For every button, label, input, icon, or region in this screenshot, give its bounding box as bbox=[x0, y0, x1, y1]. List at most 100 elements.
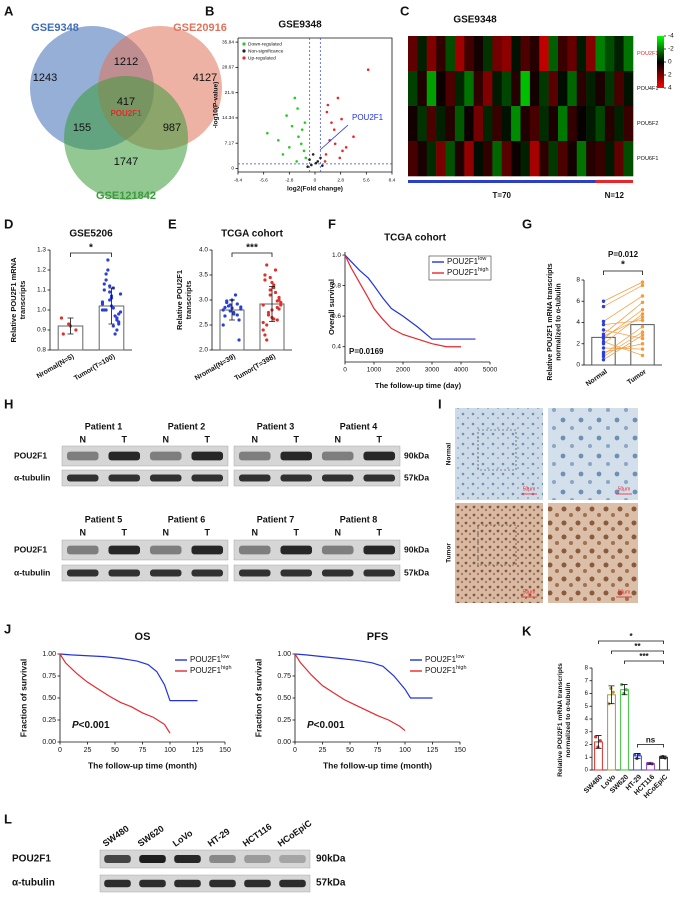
heatmap-cell bbox=[454, 141, 465, 177]
heatmap-cell bbox=[445, 106, 456, 142]
legend-label: POU2F1low bbox=[425, 654, 464, 664]
y-axis-label: Relative POU2F1 mRNA transcripts bbox=[547, 263, 554, 380]
chart-title: TCGA cohort bbox=[384, 233, 447, 244]
data-point bbox=[265, 338, 269, 342]
data-point bbox=[61, 332, 65, 336]
size-label: 57kDa bbox=[316, 878, 346, 889]
cell-label: HCoEpiC bbox=[276, 818, 314, 849]
patient-label: Patient 5 bbox=[85, 514, 123, 524]
blot-band bbox=[149, 545, 182, 555]
panel-letter: D bbox=[4, 216, 13, 231]
set-label: GSE9348 bbox=[31, 22, 79, 34]
heatmap-cell bbox=[408, 106, 418, 142]
p-value: P<0.001 bbox=[72, 720, 110, 731]
row-label: α-tubulin bbox=[14, 472, 50, 482]
data-point bbox=[300, 128, 304, 131]
legend-swatch bbox=[242, 56, 246, 60]
data-point bbox=[277, 138, 280, 142]
panel-letter: J bbox=[4, 621, 11, 636]
y-tick-label: 1.1 bbox=[37, 287, 46, 294]
blot-membrane bbox=[61, 539, 229, 561]
heatmap-cell bbox=[548, 141, 559, 177]
significance-label: ** bbox=[634, 642, 641, 651]
legend-name: POU2F1 bbox=[447, 268, 479, 277]
blot-band bbox=[174, 855, 201, 863]
ihc-image bbox=[548, 503, 638, 603]
x-tick-label: Normal bbox=[585, 368, 609, 388]
data-point bbox=[235, 302, 239, 306]
significance-bracket bbox=[624, 660, 664, 664]
y-tick-label: 0.00 bbox=[42, 739, 56, 746]
patient-label: Patient 4 bbox=[340, 421, 378, 431]
data-point bbox=[104, 278, 108, 282]
data-point bbox=[330, 121, 333, 124]
heatmap-cell bbox=[539, 71, 549, 107]
data-point bbox=[226, 304, 231, 308]
data-point bbox=[326, 103, 330, 107]
y-tick-label: 0 bbox=[231, 166, 234, 172]
heatmap-cell bbox=[586, 36, 596, 72]
legend-label: POU2F1high bbox=[190, 665, 232, 675]
size-label: 57kDa bbox=[404, 472, 429, 482]
blot-band bbox=[363, 545, 396, 555]
data-point bbox=[293, 96, 297, 100]
lane-label: T bbox=[294, 527, 300, 537]
y-axis-label: normalized to α-tubulin bbox=[565, 682, 572, 757]
y-tick-label: 2 bbox=[576, 340, 580, 347]
heatmap-cell bbox=[417, 106, 428, 142]
y-tick-label: 0.8 bbox=[37, 347, 46, 354]
heatmap-cell bbox=[520, 36, 531, 72]
data-point bbox=[277, 307, 281, 311]
x-tick-label: 125 bbox=[427, 747, 439, 754]
heatmap-cell bbox=[567, 141, 578, 177]
row-label: POU5F2 bbox=[637, 121, 658, 127]
heatmap-cell bbox=[529, 71, 540, 107]
heatmap-cell bbox=[464, 71, 474, 107]
heatmap-cell bbox=[454, 36, 465, 72]
data-point bbox=[225, 299, 229, 303]
heatmap-cell bbox=[454, 106, 465, 142]
y-tick-label: 1 bbox=[585, 755, 589, 761]
data-point bbox=[108, 290, 112, 294]
blot-band bbox=[279, 855, 306, 863]
blot-membrane bbox=[233, 445, 401, 467]
data-point bbox=[601, 352, 606, 357]
x-tick-label: 8.4 bbox=[389, 177, 396, 183]
x-axis-label: The follow-up time (day) bbox=[375, 381, 462, 390]
legend-sup: high bbox=[478, 267, 488, 273]
panel-letter: I bbox=[438, 396, 442, 411]
y-tick-label: 0.25 bbox=[277, 717, 291, 724]
data-point bbox=[640, 280, 645, 284]
heatmap-cell bbox=[529, 36, 540, 72]
data-point bbox=[601, 319, 606, 324]
heatmap-cell bbox=[483, 141, 493, 177]
chart-title: GSE9348 bbox=[278, 20, 322, 31]
y-tick-label: 0 bbox=[585, 768, 589, 774]
y-tick-label: 0.50 bbox=[277, 695, 291, 702]
data-point bbox=[640, 347, 645, 351]
row-label: α-tubulin bbox=[14, 567, 50, 577]
x-tick-label: 25 bbox=[319, 747, 327, 754]
survival-curve bbox=[59, 653, 171, 734]
legend-box bbox=[428, 255, 492, 281]
bar bbox=[607, 694, 616, 771]
blot-band bbox=[191, 545, 224, 555]
data-point bbox=[601, 304, 606, 309]
region-count: 1212 bbox=[114, 56, 138, 68]
y-axis-label: transcripts bbox=[184, 281, 193, 320]
pair-line bbox=[603, 309, 643, 339]
lane-label: T bbox=[377, 527, 383, 537]
patient-label: Patient 6 bbox=[168, 514, 206, 524]
patient-label: Patient 3 bbox=[257, 421, 295, 431]
heatmap-cell bbox=[529, 106, 540, 142]
data-point bbox=[640, 308, 645, 312]
heatmap-cell bbox=[529, 141, 540, 177]
data-point bbox=[333, 142, 337, 146]
blot-band bbox=[321, 474, 354, 482]
data-point bbox=[272, 317, 276, 321]
heatmap-cell bbox=[614, 71, 624, 107]
panel-letter: L bbox=[4, 811, 12, 826]
blot-band bbox=[363, 474, 396, 482]
data-point bbox=[228, 309, 232, 313]
data-point bbox=[277, 295, 281, 300]
